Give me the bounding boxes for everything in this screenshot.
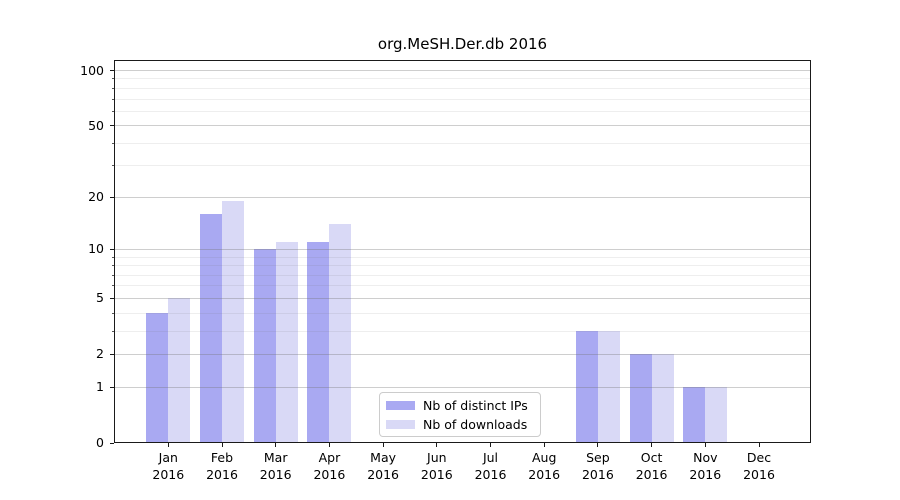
- y-minor-tick: [112, 165, 114, 167]
- bar-distinct-ips: [200, 214, 222, 443]
- gridline-minor: [115, 265, 810, 267]
- gridline-major: [115, 297, 810, 299]
- bar-distinct-ips: [629, 354, 652, 443]
- bar-downloads: [597, 331, 620, 443]
- y-tick-label: 100: [80, 62, 104, 78]
- gridline-major: [115, 196, 810, 198]
- legend-item-downloads: Nb of downloads: [386, 416, 540, 432]
- bar-downloads: [275, 242, 298, 443]
- x-tick-label: Jul 2016: [474, 450, 507, 482]
- x-tick: [382, 443, 384, 447]
- gridline-major: [115, 125, 810, 127]
- y-minor-tick: [112, 98, 114, 100]
- x-tick-label: Apr 2016: [313, 450, 346, 482]
- gridline-minor: [115, 142, 810, 144]
- gridline-major: [115, 70, 810, 72]
- y-tick: [110, 442, 114, 444]
- gridline-minor: [115, 330, 810, 332]
- x-tick-label: Oct 2016: [635, 450, 668, 482]
- bar-downloads: [705, 387, 728, 443]
- chart-title: org.MeSH.Der.db 2016: [377, 35, 548, 53]
- y-tick-label: 50: [88, 117, 104, 133]
- y-minor-tick: [112, 312, 114, 314]
- gridline-minor: [115, 98, 810, 100]
- gridline-minor: [115, 165, 810, 167]
- x-tick-label: Feb 2016: [206, 450, 238, 482]
- x-tick-label: Aug 2016: [528, 450, 561, 482]
- x-tick-label: Dec 2016: [743, 450, 775, 482]
- y-tick: [110, 70, 114, 72]
- x-tick: [490, 443, 491, 447]
- y-tick: [110, 125, 114, 127]
- x-tick: [651, 443, 653, 447]
- y-minor-tick: [112, 78, 114, 80]
- gridline-major: [115, 386, 810, 388]
- gridline-minor: [115, 110, 810, 112]
- y-minor-tick: [112, 87, 114, 89]
- x-tick: [436, 443, 438, 447]
- x-tick: [758, 443, 760, 447]
- gridline-minor: [115, 285, 810, 287]
- bar-distinct-ips: [683, 387, 706, 443]
- y-tick-label: 2: [96, 346, 104, 362]
- gridline-major: [115, 353, 810, 355]
- bar-distinct-ips: [575, 331, 598, 443]
- bar-distinct-ips: [307, 242, 330, 443]
- gridline-minor: [115, 87, 810, 89]
- gridline-minor: [115, 312, 810, 314]
- legend-label-downloads: Nb of downloads: [423, 416, 528, 432]
- legend-item-distinct-ips: Nb of distinct IPs: [386, 397, 540, 413]
- y-tick: [110, 386, 114, 388]
- legend-label-distinct-ips: Nb of distinct IPs: [423, 397, 528, 413]
- x-tick: [597, 443, 599, 447]
- x-tick-label: Jun 2016: [420, 450, 453, 482]
- legend-swatch-distinct-ips: [386, 400, 415, 410]
- bar-downloads: [168, 298, 191, 443]
- y-tick-label: 1: [96, 379, 104, 395]
- y-tick: [110, 196, 114, 198]
- x-tick: [328, 443, 330, 447]
- y-tick-label: 0: [96, 435, 104, 450]
- bar-downloads: [222, 201, 244, 443]
- gridline-minor: [115, 274, 810, 276]
- y-minor-tick: [112, 265, 114, 267]
- bar-downloads: [651, 354, 674, 443]
- x-tick-label: Jan 2016: [152, 450, 185, 482]
- x-tick: [167, 443, 169, 447]
- y-tick: [110, 353, 114, 355]
- x-tick: [704, 443, 706, 447]
- x-tick-label: Mar 2016: [259, 450, 292, 482]
- x-tick-label: Nov 2016: [689, 450, 722, 482]
- x-tick: [221, 443, 223, 447]
- gridline-major: [115, 248, 810, 250]
- y-tick-label: 5: [96, 290, 104, 306]
- y-minor-tick: [112, 285, 114, 287]
- bar-downloads: [329, 224, 352, 443]
- y-minor-tick: [112, 330, 114, 332]
- y-tick-label: 20: [88, 189, 104, 205]
- y-minor-tick: [112, 110, 114, 112]
- bar-distinct-ips: [253, 249, 276, 443]
- y-tick: [110, 297, 114, 299]
- y-minor-tick: [112, 274, 114, 276]
- legend: Nb of distinct IPs Nb of downloads: [379, 392, 541, 437]
- y-minor-tick: [112, 256, 114, 258]
- bar-distinct-ips: [146, 313, 169, 443]
- y-tick: [110, 248, 114, 250]
- x-tick-label: May 2016: [367, 450, 399, 482]
- gridline-minor: [115, 78, 810, 80]
- legend-swatch-downloads: [386, 419, 415, 429]
- y-minor-tick: [112, 142, 114, 144]
- x-tick: [275, 443, 277, 447]
- gridline-minor: [115, 256, 810, 258]
- x-tick-label: Sep 2016: [581, 450, 614, 482]
- y-tick-label: 10: [88, 241, 104, 257]
- x-tick: [543, 443, 545, 447]
